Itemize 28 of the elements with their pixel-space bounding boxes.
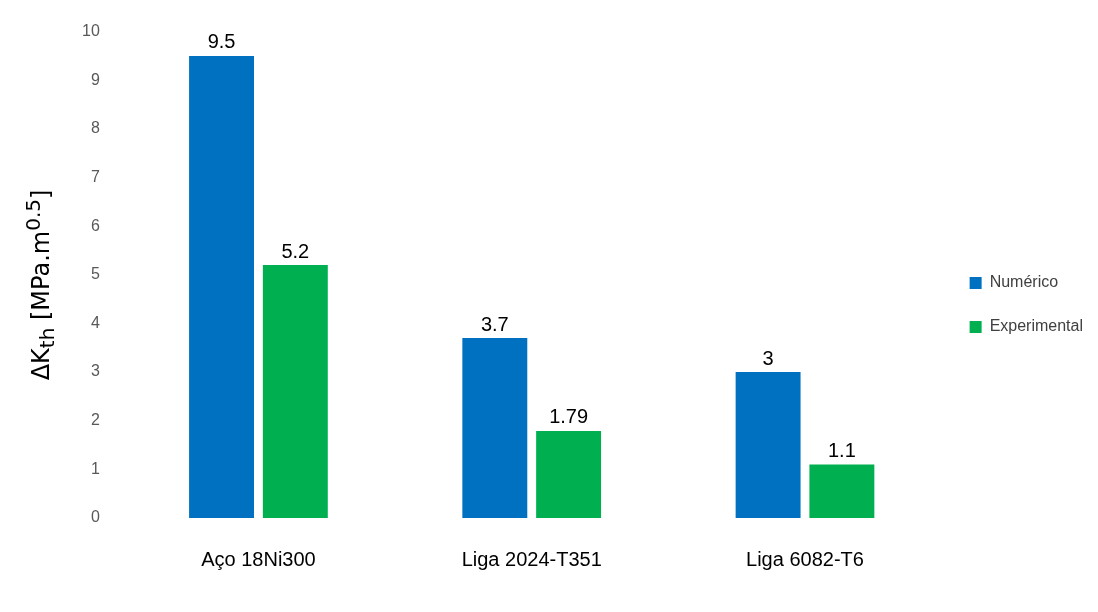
bar [735, 372, 801, 518]
legend-label: Numérico [989, 273, 1059, 291]
bar [262, 265, 328, 518]
y-tick-label: 7 [90, 167, 100, 185]
y-tick-label: 8 [90, 119, 100, 137]
y-tick-label: 2 [90, 411, 100, 429]
x-tick-label: Liga 6082-T6 [746, 547, 864, 570]
y-tick-label: 4 [90, 313, 100, 331]
y-tick-label: 9 [90, 70, 100, 88]
bar [536, 430, 602, 518]
y-tick-label: 1 [90, 459, 100, 477]
data-label: 1.1 [827, 439, 856, 462]
y-tick-label: 3 [90, 362, 100, 380]
y-tick-label: 6 [90, 216, 100, 234]
bar [809, 464, 875, 518]
y-tick-label: 0 [90, 508, 100, 526]
bar [462, 338, 528, 518]
legend-label: Experimental [989, 317, 1083, 335]
data-label: 9.5 [207, 30, 236, 53]
data-label: 5.2 [281, 239, 310, 262]
bar [189, 55, 255, 518]
y-tick-label: 10 [82, 22, 100, 40]
data-label: 1.79 [549, 405, 589, 428]
y-tick-label: 5 [90, 265, 100, 283]
data-label: 3 [762, 346, 774, 369]
data-label: 3.7 [480, 312, 509, 335]
x-tick-label: Aço 18Ni300 [201, 547, 316, 570]
x-tick-label: Liga 2024-T351 [461, 547, 602, 570]
